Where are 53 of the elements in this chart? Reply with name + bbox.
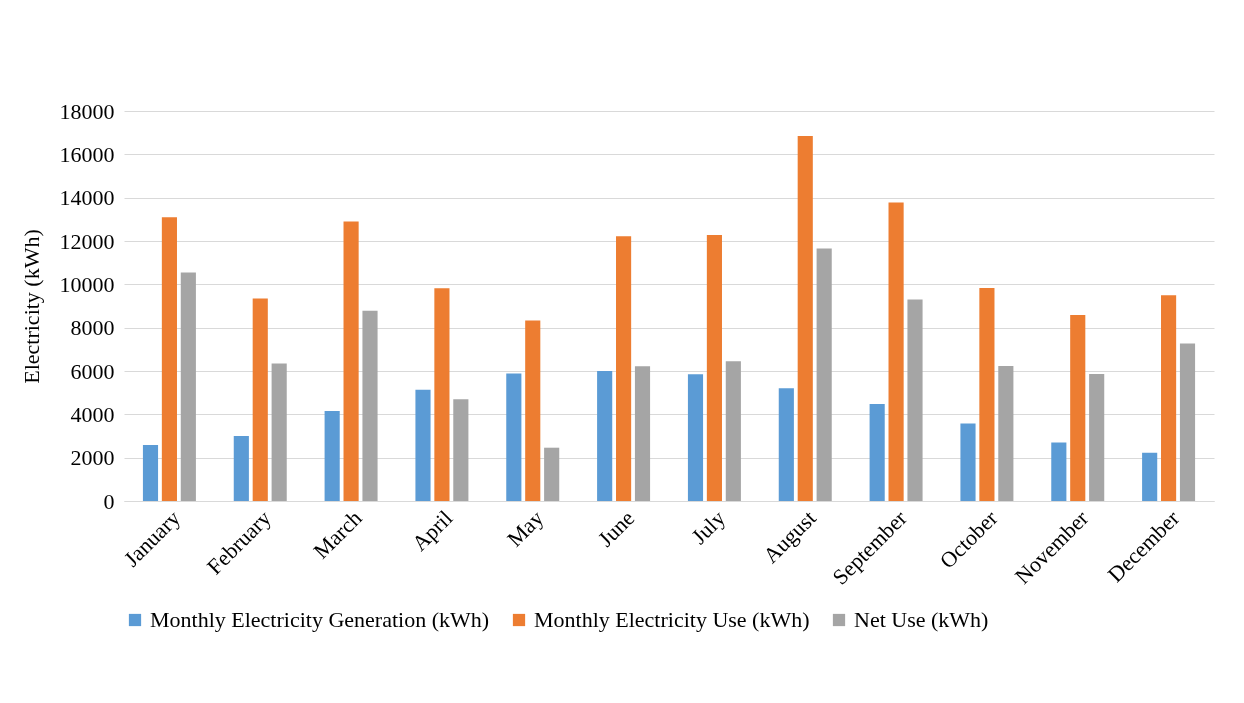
y-tick-label: 0 (103, 488, 115, 514)
bar (161, 217, 177, 501)
legend-label: Monthly Electricity Use (kWh) (534, 607, 810, 632)
bar (869, 403, 885, 501)
bar (362, 310, 378, 501)
bar (1051, 442, 1067, 501)
legend-label: Monthly Electricity Generation (kWh) (150, 607, 490, 632)
y-tick-label: 16000 (59, 141, 115, 167)
bar (544, 447, 560, 501)
y-tick-label: 2000 (70, 445, 115, 471)
bar (271, 363, 287, 501)
bar (597, 371, 613, 501)
x-tick-label: July (686, 505, 730, 549)
bar (1089, 374, 1105, 501)
bar (960, 423, 976, 501)
y-tick-label: 4000 (70, 401, 115, 427)
bar (888, 202, 904, 501)
bar (525, 320, 541, 501)
y-tick-label: 6000 (70, 358, 115, 384)
bar (998, 366, 1014, 501)
bar (1161, 295, 1177, 501)
y-tick-label: 14000 (59, 185, 115, 211)
x-tick-label: June (592, 505, 640, 552)
bar (616, 236, 632, 501)
legend-label: Net Use (kWh) (854, 607, 989, 632)
bar (180, 272, 196, 501)
bar (634, 366, 651, 501)
bar (434, 288, 450, 501)
bar (816, 248, 832, 501)
y-tick-label: 8000 (70, 315, 115, 341)
bar (1070, 315, 1086, 501)
y-tick-label: 12000 (59, 228, 115, 254)
bar (506, 373, 522, 501)
bar (453, 399, 469, 501)
bar (706, 234, 722, 501)
bar (979, 288, 995, 501)
y-tick-label: 18000 (59, 98, 115, 124)
x-tick-label: May (502, 505, 549, 552)
bar (324, 411, 340, 501)
y-tick-label: 10000 (59, 271, 115, 297)
bar (797, 135, 813, 501)
y-axis-title: Electricity (kWh) (18, 229, 44, 384)
bar (343, 221, 359, 501)
bar (725, 361, 741, 501)
bar (415, 389, 431, 501)
bar (142, 445, 159, 501)
bar (1179, 343, 1196, 501)
bar (233, 436, 249, 501)
bar (907, 299, 923, 501)
bar (1142, 452, 1158, 501)
bar (252, 298, 268, 501)
bar (778, 388, 794, 501)
bar (687, 374, 704, 501)
